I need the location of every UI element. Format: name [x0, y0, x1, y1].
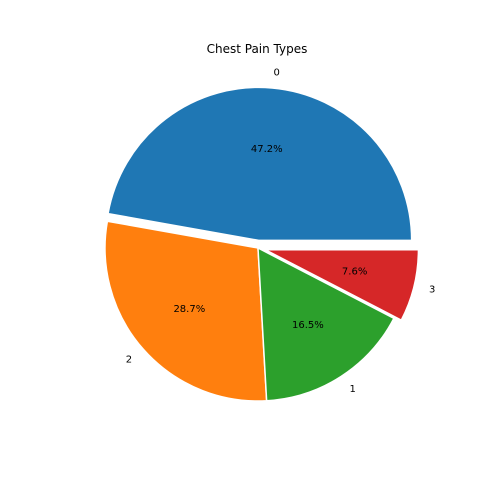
slice-percent-3: 7.6%	[342, 267, 367, 278]
pie-slice-2	[104, 220, 268, 402]
chart-title: Chest Pain Types	[207, 42, 308, 56]
pie-slice-1	[257, 246, 395, 402]
pie-labels: 0 47.2% 2 28.7% 1 16.5% 3 7.6%	[126, 68, 436, 396]
slice-label-3: 3	[429, 285, 435, 296]
slice-percent-0: 47.2%	[251, 144, 283, 155]
slice-percent-1: 16.5%	[292, 320, 324, 331]
pie-slice-0	[107, 86, 413, 242]
slice-label-1: 1	[350, 384, 356, 395]
slice-label-2: 2	[126, 355, 132, 366]
slice-label-0: 0	[273, 68, 279, 79]
slice-percent-2: 28.7%	[173, 304, 205, 315]
pie-slices	[104, 86, 420, 402]
pie-slice-3	[265, 249, 420, 322]
